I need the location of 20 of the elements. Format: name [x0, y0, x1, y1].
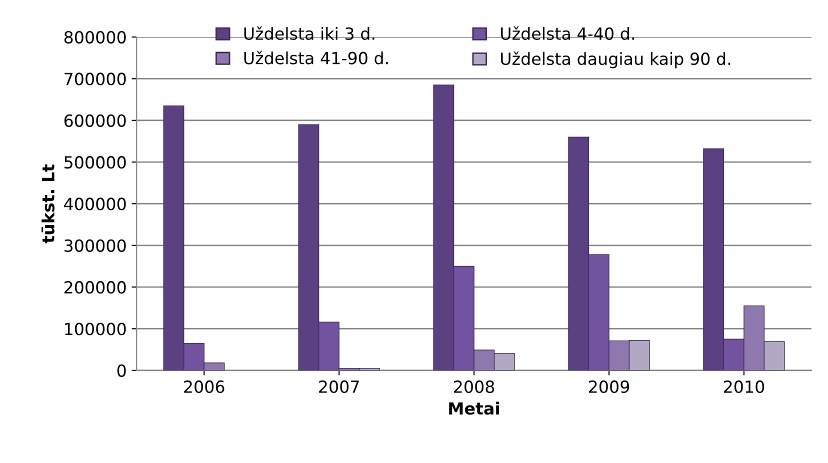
y-tick-label: 200000 [64, 281, 126, 294]
x-tick-label: 2009 [589, 380, 630, 394]
legend-label: Uždelsta iki 3 d. [244, 26, 374, 40]
legend-label: Uždelsta 41-90 d. [244, 50, 388, 64]
y-tick-label: 500000 [64, 156, 126, 169]
y-tick-label: 300000 [64, 239, 126, 252]
x-tick-label: 2010 [724, 380, 764, 394]
x-tick-label: 2007 [319, 380, 359, 394]
y-tick-label: 0 [117, 364, 126, 377]
y-tick-label: 800000 [64, 31, 126, 44]
y-tick-label: 100000 [65, 322, 126, 336]
legend-label: Uždelsta daugiau kaip 90 d. [501, 52, 730, 68]
y-tick-label: 400000 [64, 198, 126, 210]
x-tick-label: 2008 [454, 380, 494, 394]
y-tick-label: 700000 [64, 72, 126, 86]
legend-label: Uždelsta 4-40 d. [501, 26, 634, 40]
x-tick-label: 2006 [184, 380, 224, 394]
x-axis-title: Metai [449, 402, 500, 415]
y-axis-title: tūkst. Lt [42, 164, 54, 244]
y-tick-label: 600000 [64, 114, 126, 127]
